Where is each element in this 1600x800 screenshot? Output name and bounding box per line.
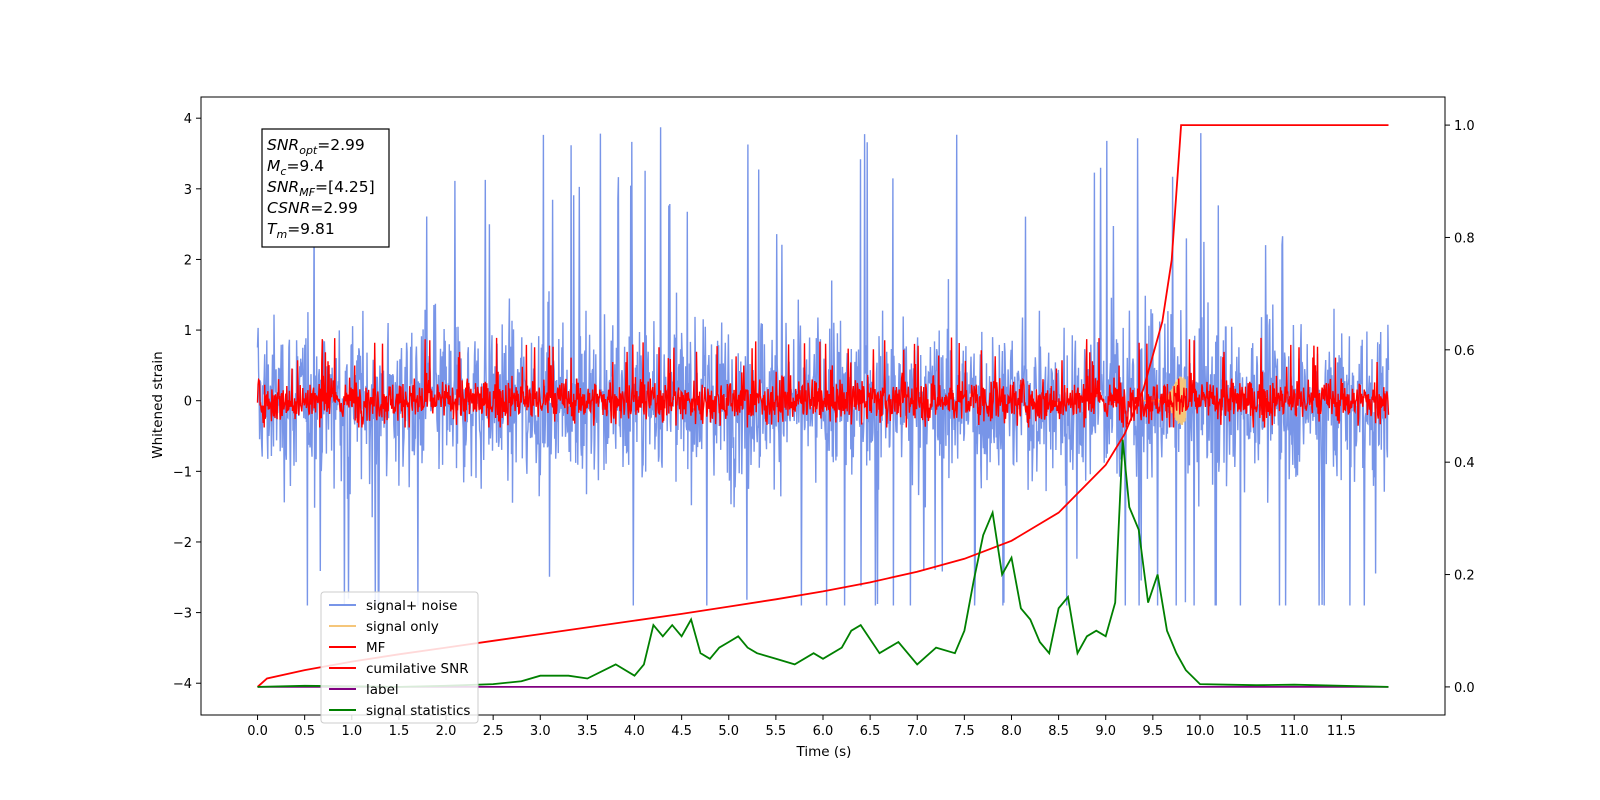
series-signal-statistics <box>257 439 1389 688</box>
x-tick-label: 7.0 <box>907 724 928 739</box>
legend-label: signal statistics <box>366 703 470 719</box>
y-axis-label: Whitened strain <box>150 351 166 458</box>
y-right-tick-label: 0.4 <box>1454 456 1475 471</box>
y-tick-label: 1 <box>184 324 192 339</box>
legend-label: signal only <box>366 619 439 635</box>
legend: signal+ noise signal only MF cumilative SNR… <box>320 591 479 724</box>
y-tick-label: 2 <box>184 253 192 268</box>
y-tick-label: −4 <box>173 677 192 692</box>
stats-line: SNRMF=[4.25] <box>267 178 375 199</box>
x-tick-label: 3.0 <box>530 724 551 739</box>
y-tick-label: −1 <box>173 465 192 480</box>
x-tick-label: 4.5 <box>671 724 692 739</box>
x-tick-label: 4.0 <box>624 724 645 739</box>
x-tick-label: 9.5 <box>1143 724 1164 739</box>
y-right-tick-label: 1.0 <box>1454 119 1475 134</box>
y-right-tick-label: 0.8 <box>1454 231 1475 246</box>
x-tick-label: 1.0 <box>341 724 362 739</box>
x-tick-label: 7.5 <box>954 724 975 739</box>
x-axis-label: Time (s) <box>796 744 852 760</box>
x-tick-label: 10.0 <box>1185 724 1214 739</box>
x-tick-label: 0.5 <box>294 724 315 739</box>
x-tick-label: 5.0 <box>718 724 739 739</box>
legend-label: label <box>366 682 399 698</box>
axes: 0.0 0.5 1.0 1.5 2.0 2.5 3.0 3.5 4.0 4.5 5.0 5.5 6.0 6… <box>173 96 1475 739</box>
x-tick-label: 9.0 <box>1095 724 1116 739</box>
x-tick-label: 11.0 <box>1280 724 1309 739</box>
x-tick-label: 2.0 <box>436 724 457 739</box>
stats-line: CSNR=2.99 <box>267 199 358 217</box>
y-tick-label: −2 <box>173 536 192 551</box>
stats-line: Mc=9.4 <box>267 157 324 178</box>
legend-label: MF <box>366 640 385 656</box>
series-mf <box>256 337 1390 428</box>
legend-label: cumilative SNR <box>366 661 469 677</box>
stats-line: Tm=9.81 <box>267 220 335 241</box>
x-tick-label: 1.5 <box>389 724 410 739</box>
y-right-tick-label: 0.2 <box>1454 569 1475 584</box>
y-tick-label: −3 <box>173 607 192 622</box>
x-tick-label: 8.5 <box>1048 724 1069 739</box>
x-tick-label: 10.5 <box>1233 724 1262 739</box>
legend-label: signal+ noise <box>366 598 457 614</box>
stats-box-frame <box>261 128 390 248</box>
y-tick-label: 4 <box>184 112 192 127</box>
x-tick-label: 0.0 <box>247 724 268 739</box>
stats-line: SNRopt=2.99 <box>267 136 365 157</box>
x-tick-label: 11.5 <box>1327 724 1356 739</box>
y-right-tick-label: 0.6 <box>1454 344 1475 359</box>
y-tick-label: 0 <box>184 395 192 410</box>
x-tick-label: 5.5 <box>766 724 787 739</box>
x-tick-label: 8.0 <box>1001 724 1022 739</box>
y-right-tick-label: 0.0 <box>1454 681 1475 696</box>
x-tick-label: 6.0 <box>813 724 834 739</box>
legend-frame <box>320 591 479 724</box>
y-tick-label: 3 <box>184 183 192 198</box>
x-tick-label: 3.5 <box>577 724 598 739</box>
x-tick-label: 6.5 <box>860 724 881 739</box>
x-tick-label: 2.5 <box>483 724 504 739</box>
